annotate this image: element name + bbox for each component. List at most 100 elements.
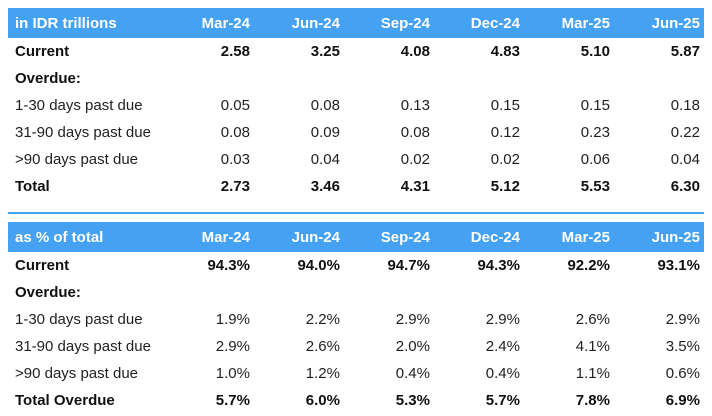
table-row: 1-30 days past due 0.05 0.08 0.13 0.15 0.15 0.… <box>8 92 704 119</box>
cell-value: 4.1% <box>575 338 610 355</box>
header-row: as % of total Mar-24 Jun-24 Sep-24 Dec-24 Ma… <box>8 222 704 252</box>
cell-value <box>614 65 704 92</box>
column-header: Sep-24 <box>344 8 434 38</box>
cell-value <box>524 279 614 306</box>
column-header: Jun-25 <box>614 222 704 252</box>
cell-value: 0.02 <box>400 151 430 168</box>
cell-value: 0.12 <box>490 124 520 141</box>
cell-value: 5.7% <box>215 392 250 409</box>
idr-trillions-table-section: in IDR trillions Mar-24 Jun-24 Sep-24 Dec-2… <box>8 8 704 214</box>
cell-value: 4.08 <box>400 43 430 60</box>
cell-value: 6.0% <box>305 392 340 409</box>
percent-of-total-table-section: as % of total Mar-24 Jun-24 Sep-24 Dec-24 Ma… <box>8 222 704 414</box>
cell-value: 7.8% <box>575 392 610 409</box>
table-header: in IDR trillions Mar-24 Jun-24 Sep-24 Dec-2… <box>8 8 704 38</box>
cell-value: 0.13 <box>400 97 430 114</box>
cell-value: 0.09 <box>310 124 340 141</box>
cell-value: 4.31 <box>400 178 430 195</box>
cell-value: 5.53 <box>580 178 610 195</box>
table-row: >90 days past due 1.0% 1.2% 0.4% 0.4% 1.1% 0.6… <box>8 360 704 387</box>
cell-value: 1.9% <box>215 311 250 328</box>
cell-value: 4.83 <box>490 43 520 60</box>
row-label: 1-30 days past due <box>15 311 143 328</box>
cell-value: 92.2% <box>567 257 610 274</box>
cell-value: 94.3% <box>477 257 520 274</box>
cell-value: 0.03 <box>220 151 250 168</box>
cell-value: 1.0% <box>215 365 250 382</box>
column-header: Mar-25 <box>524 222 614 252</box>
cell-value <box>344 65 434 92</box>
table-title: as % of total <box>8 222 164 252</box>
cell-value: 0.4% <box>395 365 430 382</box>
table-body: Current 2.58 3.25 4.08 4.83 5.10 5.87 Overdue: 1… <box>8 38 704 200</box>
row-label: Current <box>15 257 70 274</box>
cell-value: 0.06 <box>580 151 610 168</box>
cell-value: 5.12 <box>490 178 520 195</box>
table-body: Current 94.3% 94.0% 94.7% 94.3% 92.2% 93.1% Ove… <box>8 252 704 414</box>
cell-value <box>524 65 614 92</box>
cell-value: 2.0% <box>395 338 430 355</box>
cell-value: 0.22 <box>670 124 700 141</box>
cell-value: 3.5% <box>665 338 700 355</box>
row-label: 1-30 days past due <box>15 97 143 114</box>
row-label: Overdue: <box>15 70 81 87</box>
cell-value: 0.23 <box>580 124 610 141</box>
table-title: in IDR trillions <box>8 8 164 38</box>
cell-value: 6.30 <box>670 178 700 195</box>
cell-value <box>164 279 254 306</box>
cell-value: 93.1% <box>657 257 700 274</box>
cell-value: 1.1% <box>575 365 610 382</box>
cell-value: 3.46 <box>310 178 340 195</box>
cell-value <box>254 65 344 92</box>
row-label: Total <box>15 178 50 195</box>
cell-value: 2.58 <box>220 43 250 60</box>
row-label: 31-90 days past due <box>15 124 151 141</box>
row-label: Total Overdue <box>15 392 115 409</box>
cell-value: 94.0% <box>297 257 340 274</box>
column-header: Sep-24 <box>344 222 434 252</box>
row-label: Overdue: <box>15 284 81 301</box>
cell-value: 1.2% <box>305 365 340 382</box>
cell-value: 0.04 <box>310 151 340 168</box>
cell-value: 5.87 <box>670 43 700 60</box>
idr-trillions-table: in IDR trillions Mar-24 Jun-24 Sep-24 Dec-2… <box>8 8 704 200</box>
cell-value: 2.6% <box>575 311 610 328</box>
cell-value: 0.08 <box>400 124 430 141</box>
cell-value: 0.08 <box>310 97 340 114</box>
cell-value <box>164 65 254 92</box>
cell-value: 6.9% <box>665 392 700 409</box>
cell-value <box>434 279 524 306</box>
table-row: Overdue: <box>8 279 704 306</box>
cell-value <box>434 65 524 92</box>
table-header: as % of total Mar-24 Jun-24 Sep-24 Dec-24 Ma… <box>8 222 704 252</box>
table-row: Current 94.3% 94.0% 94.7% 94.3% 92.2% 93.1% <box>8 252 704 279</box>
header-row: in IDR trillions Mar-24 Jun-24 Sep-24 Dec-2… <box>8 8 704 38</box>
cell-value: 94.3% <box>207 257 250 274</box>
cell-value: 2.9% <box>485 311 520 328</box>
column-header: Jun-24 <box>254 222 344 252</box>
table-row: Overdue: <box>8 65 704 92</box>
cell-value: 0.08 <box>220 124 250 141</box>
percent-of-total-table: as % of total Mar-24 Jun-24 Sep-24 Dec-24 Ma… <box>8 222 704 414</box>
cell-value: 2.6% <box>305 338 340 355</box>
row-label: >90 days past due <box>15 151 139 168</box>
cell-value: 2.73 <box>220 178 250 195</box>
column-header: Mar-25 <box>524 8 614 38</box>
cell-value: 2.4% <box>485 338 520 355</box>
cell-value: 5.10 <box>580 43 610 60</box>
cell-value: 94.7% <box>387 257 430 274</box>
cell-value: 5.7% <box>485 392 520 409</box>
cell-value: 0.18 <box>670 97 700 114</box>
cell-value: 2.9% <box>665 311 700 328</box>
cell-value <box>344 279 434 306</box>
table-row: 31-90 days past due 0.08 0.09 0.08 0.12 0.23 0… <box>8 119 704 146</box>
cell-value: 0.4% <box>485 365 520 382</box>
cell-value: 2.2% <box>305 311 340 328</box>
table-row: Total Overdue 5.7% 6.0% 5.3% 5.7% 7.8% 6.9% <box>8 387 704 414</box>
cell-value: 2.9% <box>215 338 250 355</box>
column-header: Jun-24 <box>254 8 344 38</box>
cell-value <box>614 279 704 306</box>
column-header: Dec-24 <box>434 8 524 38</box>
table-row: >90 days past due 0.03 0.04 0.02 0.02 0.06 0.0… <box>8 146 704 173</box>
